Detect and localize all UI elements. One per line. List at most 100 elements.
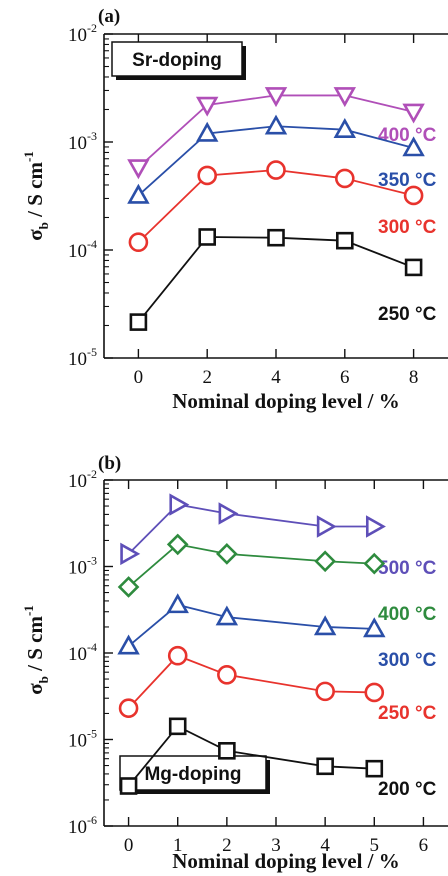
label-box — [111, 41, 243, 77]
data-point — [167, 645, 188, 666]
series-200c: 200 °C — [119, 717, 437, 800]
data-point — [166, 593, 189, 614]
x-tick-label: 2 — [222, 835, 232, 856]
series-400c: 400 °C — [117, 533, 437, 625]
data-point — [365, 759, 384, 778]
data-point — [365, 515, 386, 538]
label-box — [119, 755, 267, 791]
series-500c: 500 °C — [120, 493, 437, 579]
x-tick-label: 0 — [124, 835, 134, 856]
series-300c: 300 °C — [117, 593, 437, 671]
data-point — [363, 552, 386, 575]
series-300c: 300 °C — [128, 160, 437, 253]
data-point — [168, 717, 187, 736]
series-label: 500 °C — [378, 558, 437, 579]
series-label: 250 °C — [378, 304, 437, 325]
x-tick-label: 6 — [340, 367, 350, 388]
data-point — [333, 87, 357, 108]
data-point — [120, 542, 141, 566]
series-line — [127, 503, 375, 555]
data-point — [364, 682, 385, 703]
y-tick-label: 10-5 — [68, 345, 97, 370]
data-point — [117, 576, 140, 598]
data-point — [127, 183, 150, 204]
series-line — [127, 543, 375, 588]
data-point — [117, 634, 140, 655]
data-point — [197, 165, 217, 186]
data-point — [267, 228, 285, 247]
y-tick-label: 10-4 — [68, 237, 97, 262]
data-point — [264, 87, 288, 108]
panel-letter: (a) — [98, 6, 120, 27]
data-point — [195, 96, 219, 117]
data-point — [334, 168, 355, 189]
data-point — [335, 231, 354, 250]
data-point — [316, 515, 337, 538]
data-point — [195, 121, 219, 142]
data-point — [402, 136, 425, 157]
series-line — [127, 603, 375, 647]
data-point — [315, 681, 335, 702]
x-axis-label: Nominal doping level / % — [172, 849, 400, 873]
y-tick-label: 10-5 — [68, 727, 97, 752]
data-point — [402, 103, 425, 124]
y-axis-label: σb / S cm-1 — [21, 151, 51, 241]
y-tick-label: 10-2 — [68, 467, 97, 492]
data-point — [166, 533, 189, 556]
series-label: 400 °C — [378, 604, 437, 625]
y-tick-label: 10-3 — [68, 554, 97, 579]
series-line — [127, 654, 375, 709]
series-250c: 250 °C — [129, 228, 437, 331]
data-point — [403, 185, 424, 206]
chart-panel-b: 10-2 10-3 10-4 10-5 10-6 0 1 2 3 4 5 6 Nominal dopin… — [21, 453, 448, 873]
data-point — [218, 742, 236, 760]
y-tick-label: 10-3 — [68, 129, 97, 154]
doping-label: Mg-doping — [144, 764, 241, 785]
data-point — [119, 777, 138, 795]
x-tick-label: 8 — [409, 367, 419, 388]
series-250c: 250 °C — [118, 645, 437, 724]
data-point — [333, 118, 357, 138]
data-point — [198, 228, 216, 246]
data-point — [129, 313, 148, 331]
data-point — [316, 757, 334, 776]
x-tick-label: 1 — [173, 835, 183, 856]
x-tick-label: 5 — [370, 835, 380, 856]
data-point — [404, 258, 423, 277]
series-line — [137, 236, 414, 323]
doping-label: Sr-doping — [132, 50, 222, 71]
y-tick-label: 10-2 — [68, 21, 97, 46]
y-tick-label: 10-6 — [68, 813, 97, 838]
series-label: 250 °C — [378, 703, 437, 724]
data-point — [314, 550, 336, 573]
series-label: 400 °C — [378, 125, 437, 146]
x-tick-label: 4 — [320, 835, 330, 856]
x-tick-label: 3 — [271, 835, 281, 856]
series-label: 300 °C — [378, 217, 437, 238]
data-point — [266, 160, 286, 180]
panel-letter: (b) — [98, 453, 121, 474]
data-point — [128, 232, 149, 253]
x-axis-label: Nominal doping level / % — [172, 389, 400, 413]
data-point — [118, 698, 139, 719]
x-tick-label: 4 — [271, 367, 281, 388]
series-label: 350 °C — [378, 170, 437, 191]
data-point — [313, 615, 337, 636]
x-tick-label: 6 — [419, 835, 429, 856]
series-label: 200 °C — [378, 779, 437, 800]
data-point — [215, 605, 239, 626]
chart-panel-a: 10-2 10-3 10-4 10-5 0 2 4 6 8 Nominal doping leve… — [21, 6, 448, 413]
data-point — [218, 502, 239, 525]
series-350c: 350 °C — [127, 114, 437, 204]
series-400c: 400 °C — [127, 87, 437, 180]
data-point — [264, 114, 288, 135]
x-tick-label: 2 — [202, 367, 212, 388]
x-tick-label: 0 — [134, 367, 144, 388]
y-tick-label: 10-4 — [68, 640, 97, 665]
data-point — [216, 543, 238, 565]
data-point — [169, 493, 190, 516]
data-point — [217, 664, 237, 685]
data-point — [363, 617, 386, 638]
data-point — [127, 159, 150, 180]
